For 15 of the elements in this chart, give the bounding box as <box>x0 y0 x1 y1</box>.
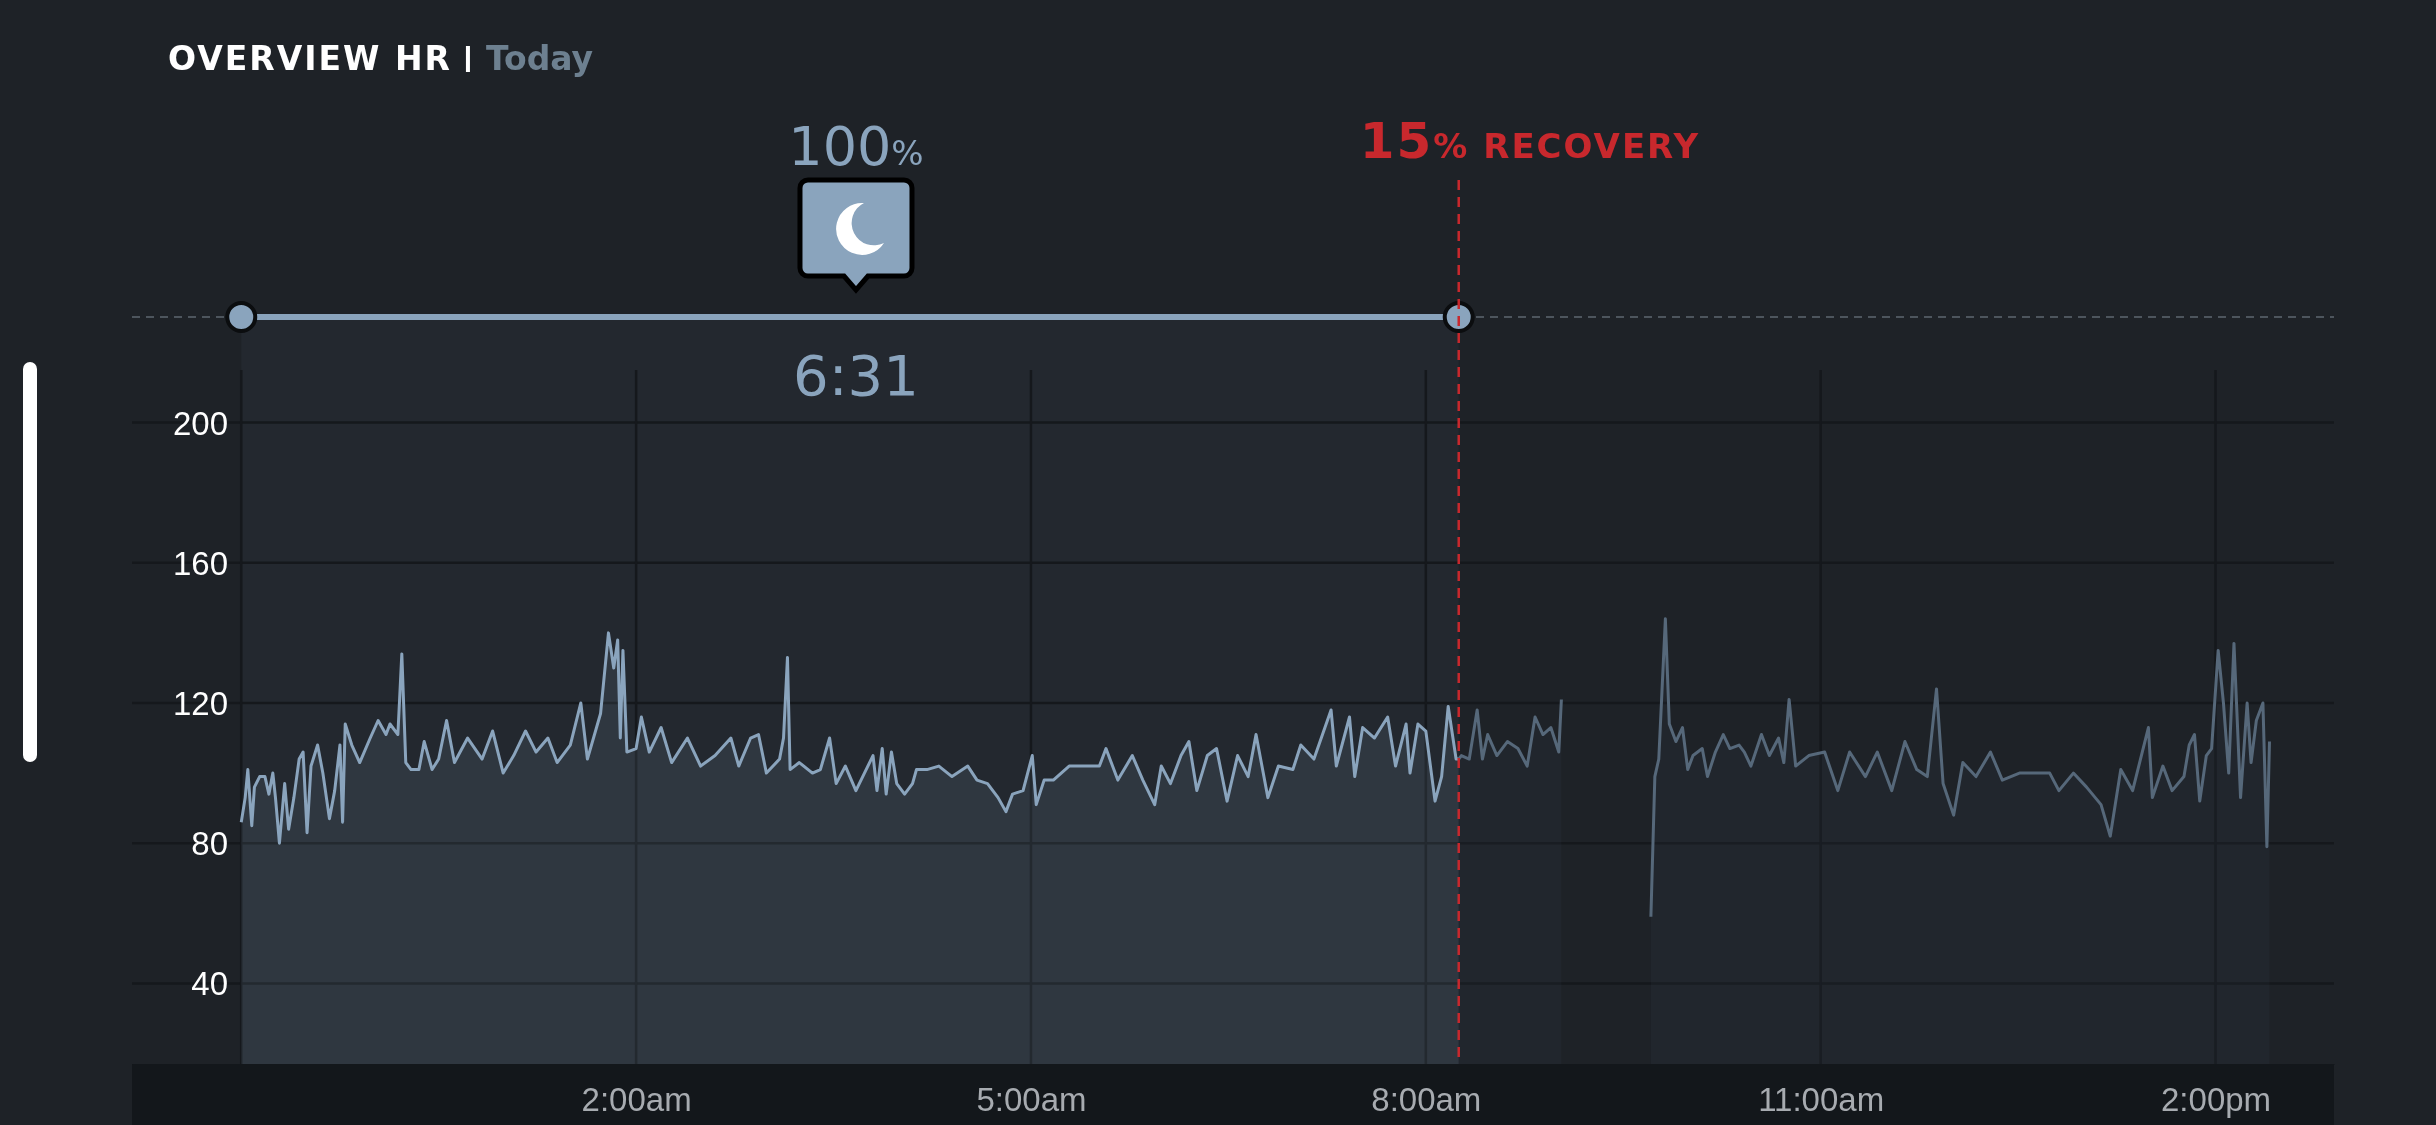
chart-subtitle: Today <box>485 39 594 78</box>
ref-line-label: 15% RECOVERY <box>1359 112 1701 170</box>
y-tick-label: 120 <box>172 685 228 723</box>
x-tick-label: 5:00am <box>976 1081 1087 1118</box>
y-tick-label: 80 <box>191 825 228 863</box>
x-tick-label: 2:00pm <box>2161 1081 2272 1118</box>
x-tick-label: 11:00am <box>1758 1081 1885 1118</box>
chart-title: OVERVIEW HR <box>168 39 452 78</box>
y-tick-label: 40 <box>191 965 228 1003</box>
y-tick-label: 160 <box>172 544 228 582</box>
text: 100% <box>788 115 924 178</box>
y-tick-label: 200 <box>172 404 228 442</box>
band-label: 6:31 <box>793 343 919 408</box>
x-tick-label: 2:00am <box>581 1081 692 1118</box>
x-tick-label: 8:00am <box>1371 1081 1482 1118</box>
